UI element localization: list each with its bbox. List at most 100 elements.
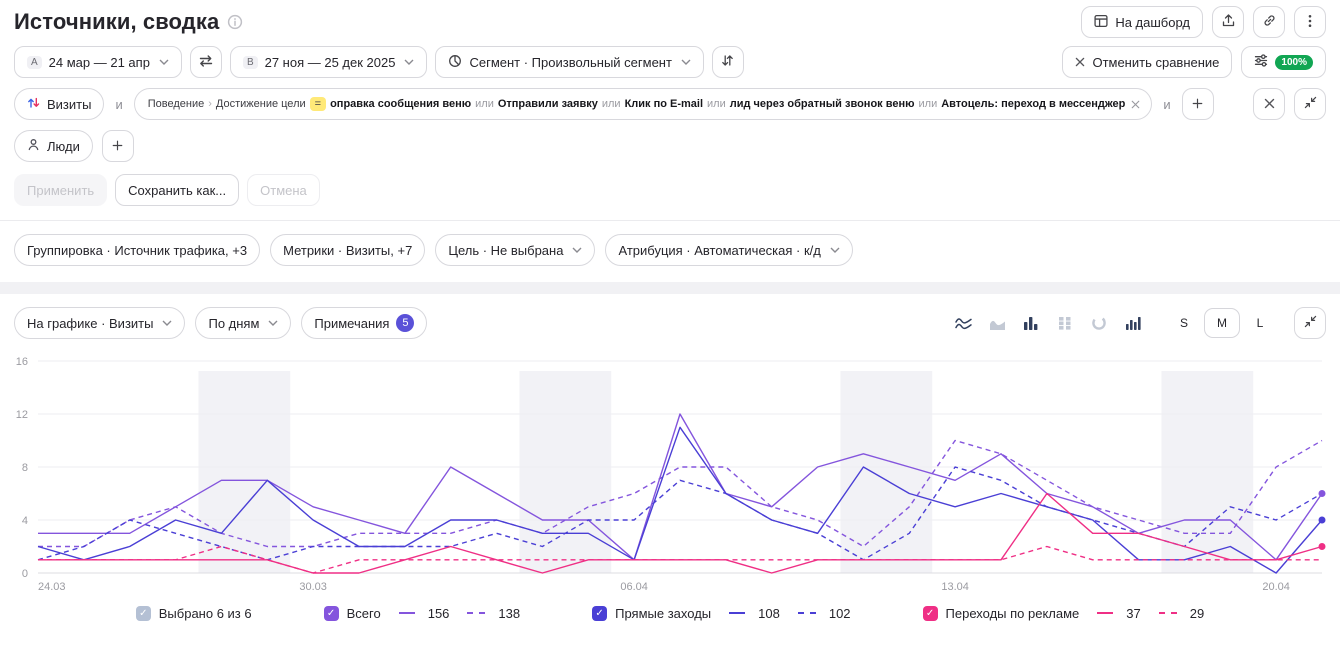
notes-button[interactable]: Примечания 5 bbox=[301, 307, 427, 339]
goal-condition-chip[interactable]: Поведение › Достижение цели = оправка со… bbox=[134, 88, 1153, 120]
dashed-line-sample bbox=[798, 612, 816, 614]
size-l-button[interactable]: L bbox=[1242, 308, 1278, 338]
period-a-selector[interactable]: A 24 мар — 21 апр bbox=[14, 46, 182, 78]
legend-total-label: Всего bbox=[347, 606, 381, 621]
page-title: Источники, сводка bbox=[14, 9, 219, 35]
svg-text:24.03: 24.03 bbox=[38, 581, 66, 593]
legend-selected-label: Выбрано 6 из 6 bbox=[159, 606, 252, 621]
legend-direct-dashed-value: 102 bbox=[829, 606, 851, 621]
add-people-condition-button[interactable] bbox=[102, 130, 134, 162]
chart-size-switcher: S M L bbox=[1166, 308, 1278, 338]
chart-stacked-bar-icon[interactable] bbox=[1050, 308, 1080, 338]
compare-arrows-icon bbox=[721, 54, 734, 70]
chart-line-icon[interactable] bbox=[948, 308, 978, 338]
to-dashboard-button[interactable]: На дашборд bbox=[1081, 6, 1203, 38]
svg-text:20.04: 20.04 bbox=[1262, 581, 1290, 593]
upload-icon bbox=[1222, 14, 1235, 30]
sliders-icon bbox=[1254, 54, 1268, 70]
apply-button[interactable]: Применить bbox=[14, 174, 107, 206]
svg-text:0: 0 bbox=[22, 568, 28, 580]
cancel-comparison-label: Отменить сравнение bbox=[1092, 55, 1219, 70]
close-icon bbox=[1264, 97, 1275, 112]
legend-item-ads[interactable]: Переходы по рекламе 37 29 bbox=[923, 606, 1205, 621]
period-b-selector[interactable]: B 27 ноя — 25 дек 2025 bbox=[230, 46, 428, 78]
info-icon[interactable] bbox=[227, 14, 243, 30]
checkbox-direct-icon[interactable] bbox=[592, 606, 607, 621]
periods-row: A 24 мар — 21 апр B 27 ноя — 25 дек 2025… bbox=[0, 46, 1340, 78]
cancel-button[interactable]: Отмена bbox=[247, 174, 320, 206]
swap-periods-button[interactable] bbox=[190, 46, 222, 78]
solid-line-sample bbox=[1097, 612, 1113, 614]
metrics-chip[interactable]: Метрики · Визиты, +7 bbox=[270, 234, 425, 266]
goal-chip[interactable]: Цель · Не выбрана bbox=[435, 234, 595, 266]
checkbox-total-icon[interactable] bbox=[324, 606, 339, 621]
goal-chip-label: Цель · Не выбрана bbox=[448, 243, 563, 258]
chart-pie-icon[interactable] bbox=[1084, 308, 1114, 338]
checkbox-ads-icon[interactable] bbox=[923, 606, 938, 621]
svg-text:06.04: 06.04 bbox=[620, 581, 648, 593]
remove-condition-icon[interactable] bbox=[1129, 98, 1142, 111]
more-menu-button[interactable] bbox=[1294, 6, 1326, 38]
notes-label: Примечания bbox=[314, 316, 389, 331]
legend-direct-label: Прямые заходы bbox=[615, 606, 711, 621]
chart-bar-icon[interactable] bbox=[1016, 308, 1046, 338]
visits-arrows-icon bbox=[27, 96, 40, 112]
segment-label: Сегмент · Произвольный сегмент bbox=[469, 55, 671, 70]
breadcrumb-arrow: › bbox=[208, 98, 212, 110]
collapse-arrows-icon bbox=[1304, 315, 1317, 331]
granularity-selector[interactable]: По дням bbox=[195, 307, 291, 339]
cancel-comparison-button[interactable]: Отменить сравнение bbox=[1062, 46, 1232, 78]
svg-text:8: 8 bbox=[22, 462, 28, 474]
or-connector: или bbox=[602, 98, 621, 110]
chart-metric-label: На графике · Визиты bbox=[27, 316, 153, 331]
clear-segmentation-button[interactable] bbox=[1253, 88, 1285, 120]
dashed-line-sample bbox=[467, 612, 485, 614]
people-chip[interactable]: Люди bbox=[14, 130, 93, 162]
checkbox-all-icon[interactable] bbox=[136, 606, 151, 621]
segment-pie-icon bbox=[448, 54, 462, 71]
chart-metric-selector[interactable]: На графике · Визиты bbox=[14, 307, 185, 339]
svg-text:30.03: 30.03 bbox=[299, 581, 327, 593]
legend-item-total[interactable]: Всего 156 138 bbox=[324, 606, 521, 621]
metrics-chip-label: Метрики · Визиты, +7 bbox=[283, 243, 412, 258]
legend-toggle-all[interactable]: Выбрано 6 из 6 bbox=[136, 606, 252, 621]
segmentation-right-tools bbox=[1253, 88, 1326, 120]
collapse-segmentation-button[interactable] bbox=[1294, 88, 1326, 120]
legend-direct-solid-value: 108 bbox=[758, 606, 780, 621]
chevron-down-icon bbox=[681, 59, 691, 65]
add-condition-button[interactable] bbox=[1182, 88, 1214, 120]
solid-line-sample bbox=[729, 612, 745, 614]
condition-category: Поведение bbox=[148, 98, 205, 110]
actions-row: Применить Сохранить как... Отмена bbox=[0, 174, 1340, 206]
sampling-button[interactable]: 100% bbox=[1241, 46, 1326, 78]
traffic-chart[interactable]: 048121624.0330.0306.0413.0420.04 bbox=[0, 345, 1340, 598]
chart-toolbar: На графике · Визиты По дням Примечания 5… bbox=[0, 307, 1340, 339]
compare-segments-button[interactable] bbox=[712, 46, 744, 78]
legend-ads-dashed-value: 29 bbox=[1190, 606, 1204, 621]
chevron-down-icon bbox=[162, 320, 172, 326]
granularity-label: По дням bbox=[208, 316, 259, 331]
legend-item-direct[interactable]: Прямые заходы 108 102 bbox=[592, 606, 850, 621]
segment-selector[interactable]: Сегмент · Произвольный сегмент bbox=[435, 46, 703, 78]
or-connector: или bbox=[707, 98, 726, 110]
chart-column-icon[interactable] bbox=[1118, 308, 1148, 338]
legend-total-solid-value: 156 bbox=[428, 606, 450, 621]
chart-area-icon[interactable] bbox=[982, 308, 1012, 338]
chart-type-switcher: S M L bbox=[948, 307, 1326, 339]
chevron-down-icon bbox=[159, 59, 169, 65]
period-a-range: 24 мар — 21 апр bbox=[49, 55, 150, 70]
grouping-chip[interactable]: Группировка · Источник трафика, +3 bbox=[14, 234, 260, 266]
export-button[interactable] bbox=[1212, 6, 1244, 38]
line-chart-canvas[interactable]: 048121624.0330.0306.0413.0420.04 bbox=[0, 345, 1340, 595]
condition-value: оправка сообщения веню bbox=[330, 98, 471, 110]
visits-metric-chip[interactable]: Визиты bbox=[14, 88, 104, 120]
period-a-badge: A bbox=[27, 56, 42, 69]
size-m-button[interactable]: M bbox=[1204, 308, 1240, 338]
chart-legend: Выбрано 6 из 6 Всего 156 138 Прямые захо… bbox=[0, 606, 1340, 621]
save-as-button[interactable]: Сохранить как... bbox=[115, 174, 239, 206]
share-link-button[interactable] bbox=[1253, 6, 1285, 38]
size-s-button[interactable]: S bbox=[1166, 308, 1202, 338]
collapse-chart-button[interactable] bbox=[1294, 307, 1326, 339]
attribution-chip[interactable]: Атрибуция · Автоматическая · к/д bbox=[605, 234, 852, 266]
and-connector: и bbox=[1161, 97, 1172, 112]
